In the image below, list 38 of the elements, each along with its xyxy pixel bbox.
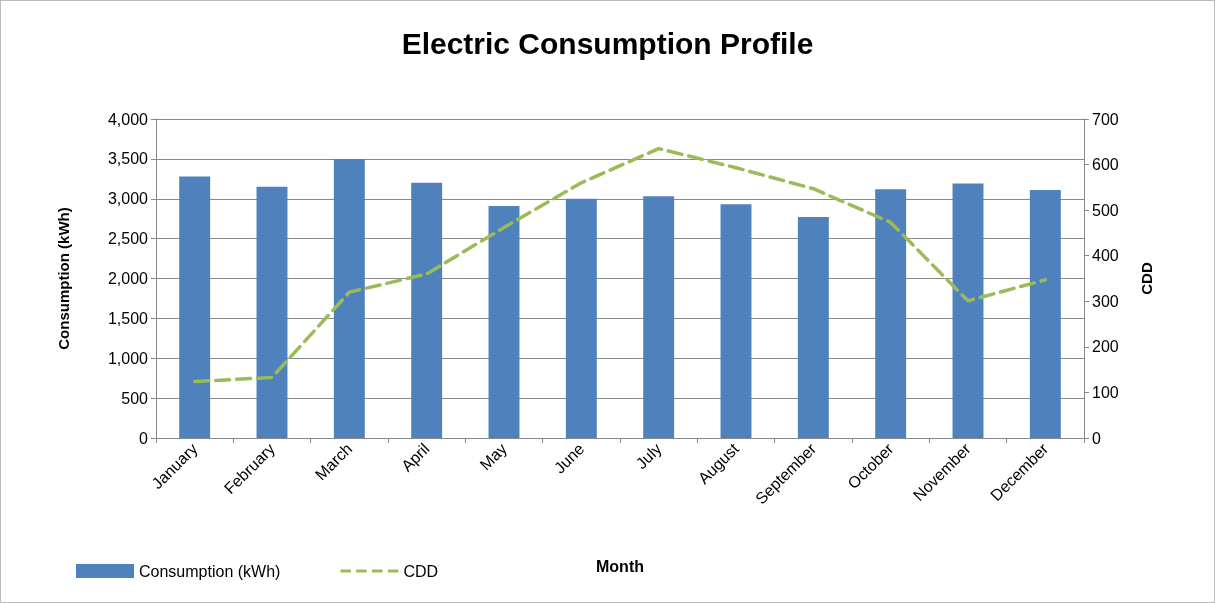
y2-tick-label: 200	[1092, 338, 1119, 356]
chart-title: Electric Consumption Profile	[401, 26, 814, 60]
y2-tick-label: 300	[1092, 292, 1119, 310]
x-axis-title: Month	[596, 557, 644, 575]
y-tick-label: 3,000	[107, 190, 149, 208]
y-tick-label: 0	[139, 429, 149, 447]
y-tick-label: 2,500	[107, 230, 149, 248]
bar	[179, 176, 211, 438]
bar	[720, 204, 752, 438]
y2-tick-label: 700	[1092, 110, 1119, 128]
y-tick-label: 500	[121, 389, 149, 407]
legend-label: Consumption (kWh)	[139, 562, 281, 580]
bar	[875, 189, 907, 438]
y-tick-label: 1,000	[107, 349, 149, 367]
y-tick-label: 4,000	[107, 110, 149, 128]
x-tick-label: May	[476, 439, 511, 474]
y2-axis-title: CDD	[1138, 262, 1155, 295]
bar	[256, 186, 288, 438]
bar	[952, 183, 984, 438]
bar	[1029, 189, 1061, 438]
bar	[488, 205, 520, 438]
y2-tick-label: 400	[1092, 247, 1119, 265]
bar	[643, 196, 675, 438]
y-axis-title: Consumption (kWh)	[55, 207, 72, 350]
x-tick-label: July	[632, 439, 665, 473]
y-tick-label: 1,500	[107, 309, 149, 327]
y-tick-label: 3,500	[107, 150, 149, 168]
y2-tick-label: 600	[1092, 156, 1119, 174]
legend-label: CDD	[403, 562, 439, 580]
line-series	[192, 146, 1048, 384]
bar	[565, 198, 597, 438]
bar	[411, 182, 443, 438]
y-tick-label: 2,000	[107, 270, 149, 287]
bar	[333, 158, 365, 438]
bar	[797, 217, 829, 438]
y2-tick-label: 0	[1092, 429, 1101, 447]
y2-tick-label: 500	[1092, 201, 1119, 219]
y2-tick-label: 100	[1092, 383, 1119, 401]
